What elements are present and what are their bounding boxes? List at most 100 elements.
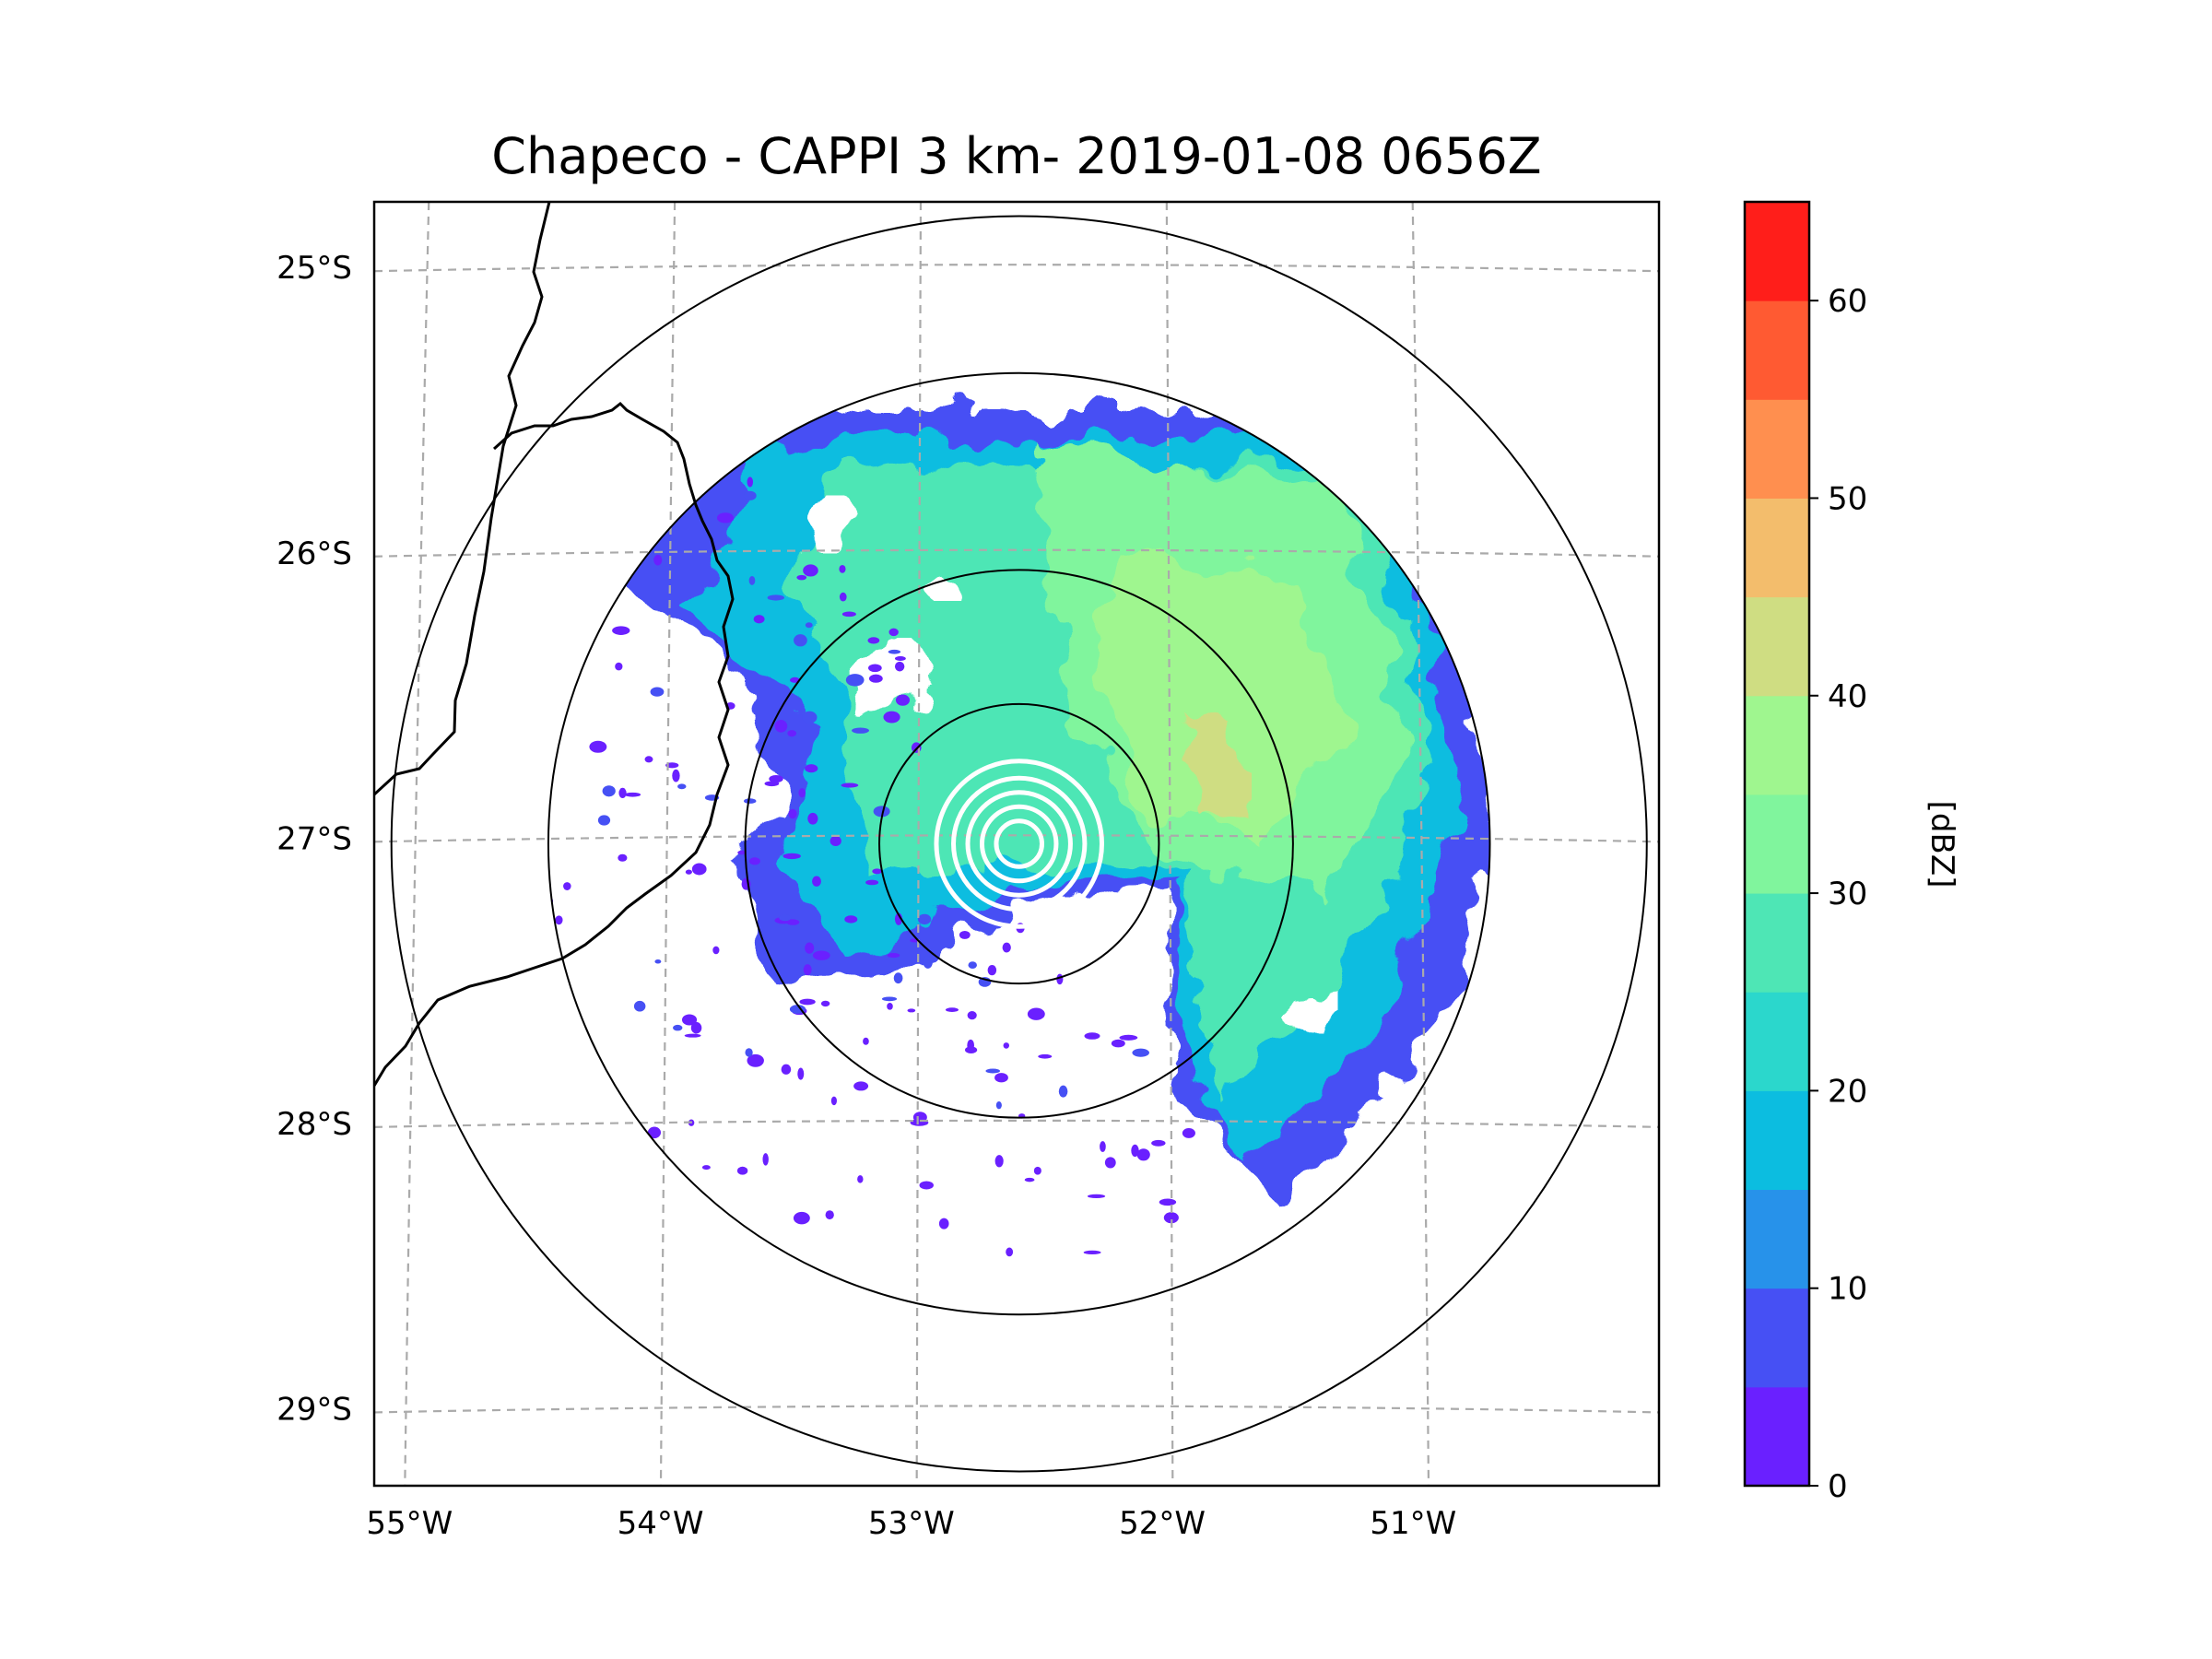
weak-echo: [1111, 1039, 1125, 1048]
weak-echo: [841, 782, 859, 788]
lon-tick-label: 54°W: [618, 1505, 704, 1542]
weak-echo: [597, 815, 611, 826]
colorbar-bin: [1745, 893, 1809, 993]
lon-tick-label: 55°W: [366, 1505, 453, 1542]
colorbar-tick-label: 50: [1828, 480, 1867, 517]
colorbar-bins: [1745, 202, 1809, 1487]
weak-echo: [787, 730, 797, 737]
weak-echo: [907, 1008, 916, 1013]
weak-echo: [653, 554, 663, 566]
clutter-ring: [994, 818, 1044, 869]
weak-echo: [967, 1039, 974, 1052]
weak-echo: [736, 1166, 748, 1175]
weak-echo: [1151, 1139, 1166, 1147]
lat-tick-label: 26°S: [276, 535, 352, 572]
weak-echo: [812, 876, 821, 887]
clutter-ring: [965, 790, 1073, 898]
colorbar-tick-label: 40: [1828, 678, 1867, 715]
colorbar-frame: [1743, 200, 1811, 1488]
weak-echo: [555, 915, 563, 925]
weak-echo: [1119, 1034, 1138, 1041]
weak-echo: [867, 637, 880, 644]
weak-echo: [803, 564, 818, 577]
weak-echo: [805, 764, 818, 773]
gridline-lon: [1165, 202, 1174, 1486]
weak-echo: [677, 783, 687, 790]
clutter-ring: [979, 804, 1059, 884]
echo-gap: [1378, 1066, 1414, 1095]
weak-echo: [797, 1067, 805, 1080]
weak-echo: [781, 1064, 792, 1075]
colorbar-bin: [1745, 1386, 1809, 1487]
weak-echo: [853, 1081, 869, 1091]
weak-echo: [615, 662, 623, 671]
weak-echo: [618, 787, 627, 798]
echo-gap: [1282, 989, 1334, 1030]
weak-echo: [782, 853, 801, 860]
gridlines: [374, 202, 1659, 1486]
lon-tick-label: 53°W: [868, 1505, 955, 1542]
weak-echo: [995, 1100, 1002, 1110]
colorbar-bin: [1745, 202, 1809, 301]
colorbar-bin: [1745, 1189, 1809, 1289]
weak-echo: [868, 664, 882, 673]
gridline-lat: [374, 834, 1659, 843]
weak-echo: [786, 919, 800, 925]
weak-echo: [690, 1021, 702, 1034]
range-ring: [390, 215, 1648, 1473]
weak-echo: [774, 720, 788, 733]
weak-echo: [618, 853, 628, 862]
weak-echo: [701, 1165, 711, 1171]
weak-echo: [841, 611, 856, 618]
weak-echo: [839, 592, 847, 602]
weak-echo: [684, 1033, 701, 1038]
weak-echo: [1182, 1127, 1195, 1138]
range-ring: [744, 569, 1294, 1119]
weak-echo: [1104, 1157, 1116, 1169]
weak-echo: [919, 1181, 934, 1190]
weak-echo: [865, 879, 879, 886]
weak-echo: [796, 574, 807, 581]
colorbar-tick-label: 0: [1828, 1468, 1848, 1505]
weak-echo: [894, 661, 905, 672]
weak-echo: [839, 564, 846, 573]
ground-clutter-rings: [934, 759, 1104, 929]
lat-tick-label: 28°S: [276, 1106, 352, 1143]
range-ring: [547, 371, 1491, 1316]
weak-echo: [812, 950, 830, 960]
chart-title: Chapeco - CAPPI 3 km- 2019-01-08 0656Z: [491, 127, 1541, 185]
colorbar-ticks: 0 10 20 30 40 50 60: [1809, 283, 1867, 1505]
clutter-ring: [934, 759, 1104, 929]
weak-echo: [1033, 1166, 1041, 1175]
weak-echo: [716, 512, 735, 524]
echo-region-max: [1182, 710, 1245, 824]
weak-echo: [691, 863, 707, 876]
colorbar-bin: [1745, 498, 1809, 598]
weak-echo: [767, 594, 785, 601]
weak-echo: [1136, 1148, 1150, 1161]
colorbar-label: [dBZ]: [1924, 801, 1960, 888]
weak-echo: [857, 1175, 864, 1183]
weak-echo: [794, 634, 807, 647]
weak-echo: [1163, 1212, 1179, 1224]
weak-echo: [868, 674, 883, 683]
weak-echo: [830, 1096, 837, 1106]
weak-echo: [887, 953, 900, 959]
lon-tick-labels: 55°W 54°W 53°W 52°W 51°W: [366, 1505, 1456, 1542]
map-content: [374, 202, 1659, 1486]
weak-echo: [745, 1048, 753, 1057]
weak-echo: [1058, 1085, 1068, 1098]
gridline-lon: [659, 202, 677, 1486]
weak-echo: [805, 942, 815, 954]
colorbar-bin: [1745, 1090, 1809, 1191]
gridline-lon: [1411, 202, 1430, 1486]
colorbar-bin: [1745, 794, 1809, 894]
weak-echo: [769, 774, 783, 783]
weak-echo: [644, 756, 653, 763]
colorbar-bin: [1745, 695, 1809, 795]
gridline-lat: [374, 1119, 1659, 1128]
weak-echo: [1084, 1032, 1100, 1040]
colorbar-bin: [1745, 399, 1809, 499]
weak-echo: [845, 674, 865, 687]
